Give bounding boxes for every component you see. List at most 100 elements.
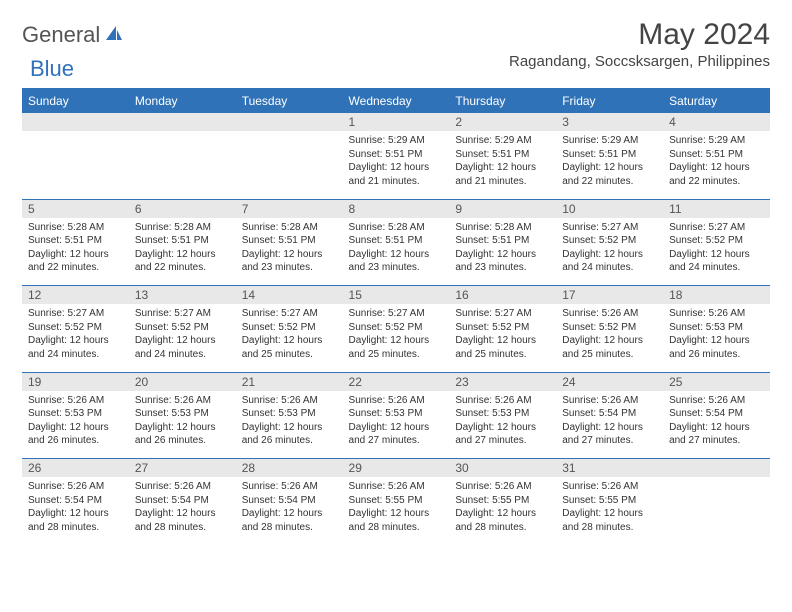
title-block: May 2024 Ragandang, Soccsksargen, Philip… — [509, 18, 770, 70]
sunrise-line: Sunrise: 5:28 AM — [135, 221, 230, 235]
sunset-line: Sunset: 5:53 PM — [669, 321, 764, 335]
daylight-line: Daylight: 12 hours and 27 minutes. — [562, 421, 657, 448]
day-number-cell: 1 — [343, 113, 450, 132]
day-content-cell: Sunrise: 5:28 AMSunset: 5:51 PMDaylight:… — [236, 218, 343, 286]
sunrise-line: Sunrise: 5:26 AM — [669, 394, 764, 408]
sunset-line: Sunset: 5:52 PM — [562, 321, 657, 335]
day-number-cell: 14 — [236, 286, 343, 305]
sunrise-line: Sunrise: 5:26 AM — [562, 394, 657, 408]
sunset-line: Sunset: 5:54 PM — [562, 407, 657, 421]
logo: General — [22, 18, 126, 48]
sunset-line: Sunset: 5:52 PM — [242, 321, 337, 335]
day-number-cell: 21 — [236, 372, 343, 391]
day-number-cell — [663, 459, 770, 478]
sunset-line: Sunset: 5:52 PM — [135, 321, 230, 335]
month-title: May 2024 — [509, 18, 770, 51]
sunset-line: Sunset: 5:55 PM — [562, 494, 657, 508]
day-content-cell: Sunrise: 5:29 AMSunset: 5:51 PMDaylight:… — [449, 131, 556, 199]
daylight-line: Daylight: 12 hours and 22 minutes. — [669, 161, 764, 188]
day-number-cell: 31 — [556, 459, 663, 478]
daylight-line: Daylight: 12 hours and 24 minutes. — [669, 248, 764, 275]
day-number-cell: 23 — [449, 372, 556, 391]
sunset-line: Sunset: 5:52 PM — [669, 234, 764, 248]
day-content-cell: Sunrise: 5:27 AMSunset: 5:52 PMDaylight:… — [129, 304, 236, 372]
day-content-cell — [129, 131, 236, 199]
sunrise-line: Sunrise: 5:28 AM — [242, 221, 337, 235]
sunrise-line: Sunrise: 5:26 AM — [349, 480, 444, 494]
day-content-cell: Sunrise: 5:28 AMSunset: 5:51 PMDaylight:… — [129, 218, 236, 286]
daylight-line: Daylight: 12 hours and 22 minutes. — [135, 248, 230, 275]
sunrise-line: Sunrise: 5:27 AM — [135, 307, 230, 321]
day-number-cell: 7 — [236, 199, 343, 218]
sunrise-line: Sunrise: 5:26 AM — [455, 480, 550, 494]
daylight-line: Daylight: 12 hours and 22 minutes. — [28, 248, 123, 275]
day-number-cell: 29 — [343, 459, 450, 478]
daylight-line: Daylight: 12 hours and 24 minutes. — [562, 248, 657, 275]
day-number-cell: 8 — [343, 199, 450, 218]
sunrise-line: Sunrise: 5:27 AM — [242, 307, 337, 321]
daylight-line: Daylight: 12 hours and 25 minutes. — [562, 334, 657, 361]
logo-text-blue: Blue — [30, 56, 74, 82]
daylight-line: Daylight: 12 hours and 27 minutes. — [455, 421, 550, 448]
day-number-cell: 2 — [449, 113, 556, 132]
day-number-cell: 9 — [449, 199, 556, 218]
daylight-line: Daylight: 12 hours and 28 minutes. — [455, 507, 550, 534]
day-content-cell: Sunrise: 5:29 AMSunset: 5:51 PMDaylight:… — [663, 131, 770, 199]
sunset-line: Sunset: 5:51 PM — [242, 234, 337, 248]
sunset-line: Sunset: 5:51 PM — [349, 148, 444, 162]
sunset-line: Sunset: 5:55 PM — [455, 494, 550, 508]
sunset-line: Sunset: 5:53 PM — [28, 407, 123, 421]
sunrise-line: Sunrise: 5:27 AM — [669, 221, 764, 235]
day-content-cell — [22, 131, 129, 199]
daylight-line: Daylight: 12 hours and 24 minutes. — [135, 334, 230, 361]
week-content-row: Sunrise: 5:29 AMSunset: 5:51 PMDaylight:… — [22, 131, 770, 199]
day-content-cell: Sunrise: 5:26 AMSunset: 5:53 PMDaylight:… — [663, 304, 770, 372]
week-content-row: Sunrise: 5:26 AM Sunset: 5:54 PM Daylight:… — [22, 477, 770, 545]
day-number-cell: 10 — [556, 199, 663, 218]
sunrise-line: Sunrise: 5:26 AM — [135, 394, 230, 408]
weekday-header: Saturday — [663, 90, 770, 113]
daylight-line: Daylight: 12 hours and 25 minutes. — [242, 334, 337, 361]
day-content-cell: Sunrise: 5:26 AMSunset: 5:54 PMDaylight:… — [663, 391, 770, 459]
day-content-cell: Sunrise: 5:26 AMSunset: 5:53 PMDaylight:… — [129, 391, 236, 459]
day-number-cell — [129, 113, 236, 132]
day-content-cell: Sunrise: 5:27 AMSunset: 5:52 PMDaylight:… — [236, 304, 343, 372]
daylight-line: Daylight: 12 hours and 25 minutes. — [455, 334, 550, 361]
daylight-line: Daylight: 12 hours and 26 minutes. — [135, 421, 230, 448]
sunrise-line: Sunrise: 5:28 AM — [349, 221, 444, 235]
sunset-line: Sunset: 5:52 PM — [455, 321, 550, 335]
calendar-table: Sunday Monday Tuesday Wednesday Thursday… — [22, 90, 770, 545]
sunset-line: Sunset: 5:54 PM — [242, 494, 337, 508]
sunrise-line: Sunrise: 5:27 AM — [562, 221, 657, 235]
sunrise-line: Sunrise: 5:27 AM — [349, 307, 444, 321]
day-number-cell: 13 — [129, 286, 236, 305]
day-content-cell: Sunrise: 5:27 AMSunset: 5:52 PMDaylight:… — [663, 218, 770, 286]
day-content-cell: Sunrise: 5:26 AMSunset: 5:53 PMDaylight:… — [236, 391, 343, 459]
weekday-header: Friday — [556, 90, 663, 113]
day-number-cell: 25 — [663, 372, 770, 391]
weekday-header: Thursday — [449, 90, 556, 113]
logo-text-general: General — [22, 22, 100, 48]
day-content-cell: Sunrise: 5:26 AMSunset: 5:55 PMDaylight:… — [343, 477, 450, 545]
week-content-row: Sunrise: 5:26 AMSunset: 5:53 PMDaylight:… — [22, 391, 770, 459]
day-number-cell: 6 — [129, 199, 236, 218]
daylight-line: Daylight: 12 hours and 23 minutes. — [242, 248, 337, 275]
sunset-line: Sunset: 5:51 PM — [28, 234, 123, 248]
sunrise-line: Sunrise: 5:26 AM — [28, 394, 123, 408]
sunset-line: Sunset: 5:52 PM — [562, 234, 657, 248]
day-number-cell: 4 — [663, 113, 770, 132]
daylight-line: Daylight: 12 hours and 28 minutes. — [28, 507, 123, 534]
sunrise-line: Sunrise: 5:26 AM — [562, 480, 657, 494]
day-content-cell: Sunrise: 5:26 AMSunset: 5:55 PMDaylight:… — [556, 477, 663, 545]
day-number-cell: 15 — [343, 286, 450, 305]
day-content-cell: Sunrise: 5:29 AMSunset: 5:51 PMDaylight:… — [556, 131, 663, 199]
weekday-header-row: Sunday Monday Tuesday Wednesday Thursday… — [22, 90, 770, 113]
day-number-cell: 30 — [449, 459, 556, 478]
sunset-line: Sunset: 5:51 PM — [135, 234, 230, 248]
daylight-line: Daylight: 12 hours and 26 minutes. — [669, 334, 764, 361]
day-number-cell: 16 — [449, 286, 556, 305]
week-daynum-row: 1234 — [22, 113, 770, 132]
day-content-cell: Sunrise: 5:26 AMSunset: 5:54 PMDaylight:… — [236, 477, 343, 545]
sunset-line: Sunset: 5:51 PM — [669, 148, 764, 162]
sunset-line: Sunset: 5:51 PM — [349, 234, 444, 248]
